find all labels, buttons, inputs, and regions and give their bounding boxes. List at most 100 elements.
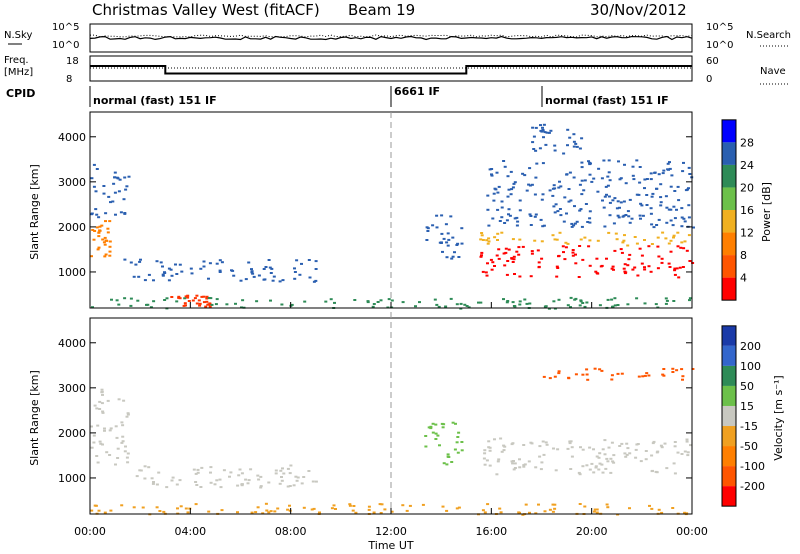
echo-cell bbox=[485, 274, 489, 277]
echo-cell bbox=[562, 251, 565, 254]
echo-cell bbox=[98, 225, 102, 228]
echo-cell bbox=[682, 247, 686, 250]
cpid-segment-2: 6661 IF bbox=[394, 85, 440, 98]
echo-cell bbox=[527, 183, 531, 186]
echo-cell bbox=[682, 217, 686, 220]
echo-cell bbox=[238, 468, 242, 471]
echo-cell bbox=[490, 174, 494, 177]
echo-cell bbox=[612, 461, 616, 464]
echo-cell bbox=[126, 452, 130, 455]
colorbar-tick-label: 100 bbox=[740, 360, 761, 373]
echo-cell bbox=[456, 242, 460, 245]
echo-cell bbox=[252, 275, 256, 278]
echo-cell bbox=[590, 462, 594, 465]
echo-cell bbox=[588, 239, 592, 242]
echo-cell bbox=[492, 199, 496, 202]
echo-cell bbox=[90, 509, 94, 512]
echo-cell bbox=[122, 198, 126, 201]
echo-cell bbox=[445, 509, 449, 512]
echo-cell bbox=[530, 252, 534, 255]
echo-cell bbox=[515, 216, 519, 219]
echo-cell bbox=[604, 467, 608, 470]
x-tick-label: 04:00 bbox=[174, 525, 206, 538]
echo-cell bbox=[667, 168, 670, 171]
echo-cell bbox=[610, 441, 614, 444]
echo-cell bbox=[103, 427, 106, 430]
echo-cell bbox=[647, 374, 651, 377]
echo-cell bbox=[626, 210, 630, 213]
echo-cell bbox=[126, 461, 130, 464]
echo-cell bbox=[247, 479, 251, 482]
echo-cell bbox=[183, 297, 187, 300]
echo-cell bbox=[593, 508, 597, 511]
echo-cell bbox=[434, 432, 438, 435]
echo-cell bbox=[522, 444, 526, 446]
echo-cell bbox=[610, 267, 614, 270]
echo-cell bbox=[218, 259, 222, 262]
echo-cell bbox=[683, 240, 687, 243]
echo-cell bbox=[533, 193, 537, 196]
echo-cell bbox=[97, 216, 101, 219]
echo-cell bbox=[244, 278, 248, 281]
echo-cell bbox=[209, 471, 212, 474]
echo-cell bbox=[647, 265, 651, 268]
echo-cell bbox=[108, 220, 112, 223]
echo-cell bbox=[273, 510, 277, 513]
echo-cell bbox=[100, 390, 104, 393]
echo-cell bbox=[612, 268, 615, 271]
echo-cell bbox=[267, 511, 271, 514]
colorbar-tick-label: 24 bbox=[740, 159, 754, 172]
echo-cell bbox=[638, 166, 642, 168]
echo-cell bbox=[623, 234, 626, 237]
echo-cell bbox=[324, 300, 328, 303]
echo-cell bbox=[548, 189, 552, 192]
echo-cell bbox=[257, 478, 261, 481]
echo-cell bbox=[269, 510, 273, 513]
echo-cell bbox=[543, 510, 547, 513]
echo-cell bbox=[662, 374, 666, 377]
echo-cell bbox=[115, 299, 119, 302]
echo-cell bbox=[188, 507, 192, 510]
echo-cell bbox=[645, 204, 649, 206]
colorbar-swatch bbox=[722, 385, 736, 406]
echo-cell bbox=[689, 444, 692, 447]
echo-cell bbox=[547, 307, 551, 310]
echo-cell bbox=[314, 260, 318, 263]
echo-cell bbox=[460, 227, 464, 230]
frequency-trace bbox=[90, 65, 692, 75]
echo-cell bbox=[167, 267, 171, 270]
echo-cell bbox=[678, 266, 682, 269]
echo-cell bbox=[96, 424, 100, 427]
echo-cell bbox=[132, 275, 136, 278]
echo-cell bbox=[456, 451, 460, 454]
colorbar-swatch bbox=[722, 142, 736, 165]
echo-cell bbox=[537, 503, 540, 506]
echo-cell bbox=[680, 216, 684, 219]
echo-cell bbox=[123, 450, 127, 453]
echo-cell bbox=[113, 191, 117, 194]
echo-cell bbox=[98, 229, 102, 232]
echo-cell bbox=[280, 303, 284, 306]
echo-cell bbox=[583, 179, 587, 182]
echo-cell bbox=[528, 167, 532, 170]
echo-cell bbox=[330, 507, 334, 510]
echo-cell bbox=[586, 221, 590, 223]
echo-cell bbox=[597, 167, 601, 170]
echo-cell bbox=[595, 511, 599, 514]
echo-cell bbox=[94, 504, 98, 507]
echo-cell bbox=[513, 273, 516, 275]
echo-cell bbox=[628, 507, 631, 510]
echo-cell bbox=[483, 449, 487, 452]
echo-cell bbox=[286, 508, 290, 511]
echo-cell bbox=[598, 452, 602, 455]
echo-cell bbox=[567, 188, 571, 190]
echo-cell bbox=[114, 213, 117, 216]
echo-cell bbox=[218, 271, 222, 273]
echo-cell bbox=[348, 504, 352, 507]
echo-cell bbox=[163, 299, 167, 301]
echo-cell bbox=[650, 470, 654, 473]
echo-cell bbox=[210, 303, 214, 306]
y-tick-label: 1000 bbox=[58, 266, 86, 279]
nave-tick-top: 60 bbox=[706, 56, 719, 67]
echo-cell bbox=[442, 423, 446, 426]
